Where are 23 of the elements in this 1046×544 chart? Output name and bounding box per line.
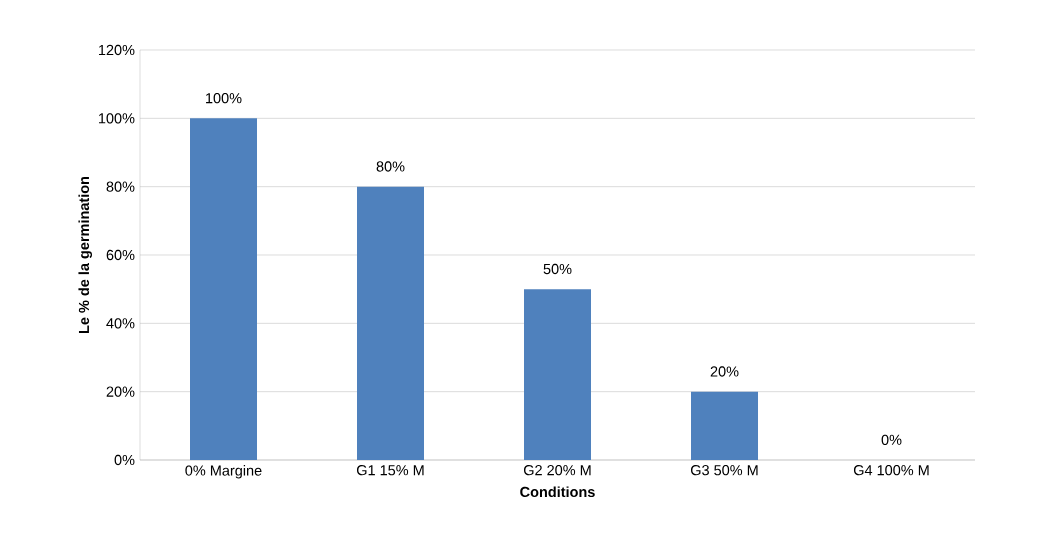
y-tick-label: 120% (98, 44, 135, 56)
bar (190, 118, 257, 460)
y-tick-label: 80% (106, 181, 135, 192)
x-axis-title: Conditions (520, 486, 595, 498)
y-tick-label: 40% (106, 318, 135, 329)
x-tick-label: G2 20% M (523, 465, 591, 476)
y-tick-label: 100% (98, 113, 135, 124)
bar (357, 186, 424, 460)
y-tick-label: 0% (114, 454, 135, 466)
x-tick-label: G3 50% M (690, 465, 758, 476)
y-tick-label: 20% (106, 386, 135, 397)
data-label: 100% (206, 93, 242, 104)
x-tick-label: G1 15% M (356, 465, 424, 476)
x-tick-label: G4 100% M (853, 465, 929, 476)
y-tick-label: 60% (106, 249, 135, 261)
x-tick-label: 0% Margine (185, 465, 262, 479)
data-label: 0% (881, 434, 902, 445)
y-axis-title: Le % de la germination (78, 176, 93, 333)
bar (524, 289, 591, 460)
data-label: 20% (710, 366, 739, 377)
data-label: 50% (543, 263, 572, 275)
data-label: 80% (376, 161, 405, 172)
bar (691, 391, 759, 460)
